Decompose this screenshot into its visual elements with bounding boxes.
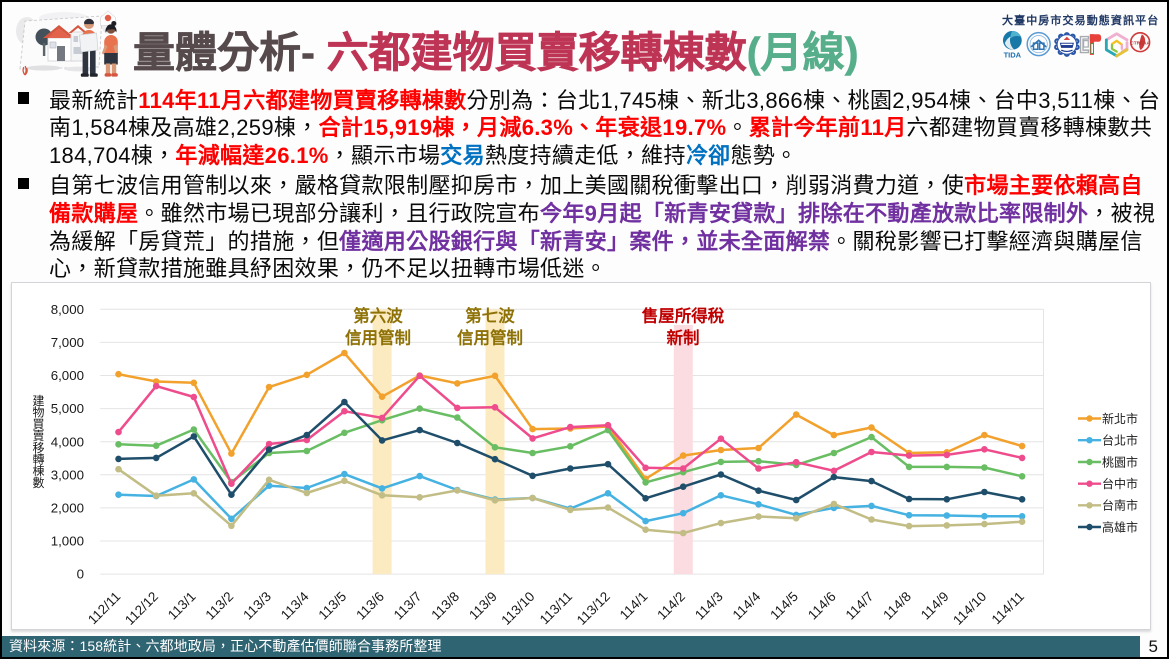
svg-text:114/3: 114/3 <box>692 589 726 623</box>
svg-text:113/7: 113/7 <box>391 589 425 623</box>
svg-text:台中市: 台中市 <box>1102 476 1138 491</box>
svg-text:114/5: 114/5 <box>767 589 801 623</box>
svg-text:信用管制: 信用管制 <box>457 328 523 348</box>
svg-text:113/8: 113/8 <box>428 589 462 623</box>
svg-text:2,000: 2,000 <box>51 501 84 516</box>
svg-text:移: 移 <box>32 441 44 455</box>
svg-text:113/2: 113/2 <box>203 589 237 623</box>
svg-text:賣: 賣 <box>32 428 44 443</box>
svg-text:5,000: 5,000 <box>51 401 84 416</box>
svg-text:第七波: 第七波 <box>465 306 515 326</box>
svg-text:新北市: 新北市 <box>1102 411 1138 426</box>
svg-text:新制: 新制 <box>667 328 700 348</box>
svg-text:112/11: 112/11 <box>85 589 123 627</box>
svg-text:建: 建 <box>32 394 44 408</box>
svg-text:7,000: 7,000 <box>51 335 84 350</box>
svg-text:買: 買 <box>32 417 44 431</box>
svg-text:114/11: 114/11 <box>989 589 1027 627</box>
svg-text:數: 數 <box>32 476 44 490</box>
svg-text:TIDA: TIDA <box>1004 51 1022 59</box>
svg-text:114/1: 114/1 <box>617 589 651 623</box>
svg-text:桃園市: 桃園市 <box>1102 454 1138 469</box>
svg-text:台南市: 台南市 <box>1102 498 1138 513</box>
svg-text:114/10: 114/10 <box>950 589 989 628</box>
svg-text:113/10: 113/10 <box>498 589 537 628</box>
svg-text:114/9: 114/9 <box>918 589 952 623</box>
svg-text:3,000: 3,000 <box>51 467 84 482</box>
svg-text:114/2: 114/2 <box>654 589 688 623</box>
svg-text:114/6: 114/6 <box>805 589 839 623</box>
svg-text:113/6: 113/6 <box>353 589 387 623</box>
svg-text:CTREAA: CTREAA <box>1130 41 1150 46</box>
svg-text:113/3: 113/3 <box>240 589 274 623</box>
svg-text:8,000: 8,000 <box>51 302 84 317</box>
svg-text:1,000: 1,000 <box>51 534 84 549</box>
svg-text:6,000: 6,000 <box>51 368 84 383</box>
svg-text:113/11: 113/11 <box>537 589 575 627</box>
svg-text:4,000: 4,000 <box>51 434 84 449</box>
svg-text:113/12: 113/12 <box>574 589 613 628</box>
svg-text:114/4: 114/4 <box>730 588 764 622</box>
svg-text:113/1: 113/1 <box>165 589 199 623</box>
svg-text:高雄市: 高雄市 <box>1102 519 1138 534</box>
svg-text:112/12: 112/12 <box>122 589 161 628</box>
svg-text:轉: 轉 <box>32 452 44 466</box>
svg-text:114/7: 114/7 <box>843 589 877 623</box>
svg-text:台北市: 台北市 <box>1102 433 1138 448</box>
svg-text:0: 0 <box>77 567 84 582</box>
svg-text:物: 物 <box>32 406 44 420</box>
svg-text:113/9: 113/9 <box>466 589 500 623</box>
svg-text:售屋所得稅: 售屋所得稅 <box>642 306 725 326</box>
svg-text:第六波: 第六波 <box>353 306 403 326</box>
svg-text:113/5: 113/5 <box>316 589 350 623</box>
svg-text:棟: 棟 <box>32 463 44 478</box>
svg-text:113/4: 113/4 <box>278 588 312 622</box>
svg-text:信用管制: 信用管制 <box>345 328 411 348</box>
svg-text:114/8: 114/8 <box>880 589 914 623</box>
